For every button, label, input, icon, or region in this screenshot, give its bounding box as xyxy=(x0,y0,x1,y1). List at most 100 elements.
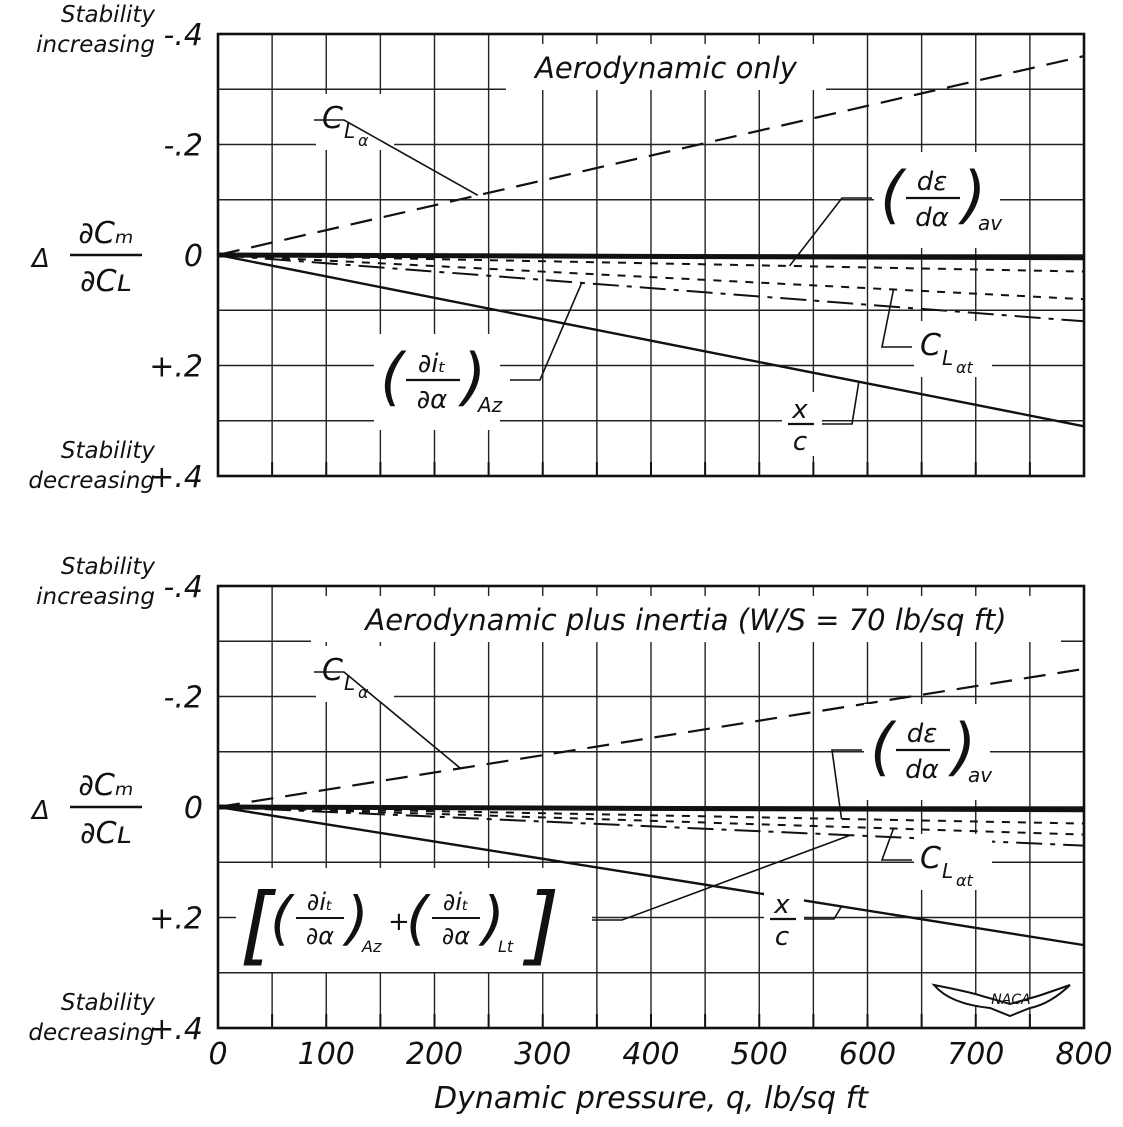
x-tick-label: 200 xyxy=(406,1037,463,1072)
y-tick-label: 0 xyxy=(184,791,203,826)
leader-line xyxy=(822,381,860,425)
y-label-denominator: ∂Cʟ xyxy=(80,264,132,299)
y-bottom-note: Stability xyxy=(61,438,156,464)
leader-line xyxy=(314,671,461,769)
label-subscript: L xyxy=(344,671,355,695)
y-label-delta: Δ xyxy=(30,244,50,274)
label-paren: ) xyxy=(478,884,505,952)
label-symbol: C xyxy=(920,328,941,363)
y-label-numerator: ∂Cₘ xyxy=(78,216,133,251)
curve-label: (∂it/∂α)Az(∂iₜ∂α)Az xyxy=(374,282,583,430)
y-tick-label: -.4 xyxy=(164,18,203,53)
leader-line xyxy=(880,828,912,861)
label-background xyxy=(914,321,992,377)
y-tick-label: -.4 xyxy=(164,570,203,605)
y-bottom-note: Stability xyxy=(61,990,156,1016)
label-subscript: L xyxy=(942,346,953,370)
label-paren: ) xyxy=(958,158,986,231)
chart-title: Aerodynamic plus inertia (W/S = 70 lb/sq… xyxy=(311,596,1061,642)
y-tick-label: +.2 xyxy=(149,902,203,937)
y-tick-label: +.4 xyxy=(149,1012,203,1047)
label-background xyxy=(316,646,394,702)
label-bracket: ] xyxy=(522,875,560,975)
x-tick-label: 400 xyxy=(622,1037,679,1072)
series-line-3 xyxy=(217,806,1085,836)
leader-line xyxy=(314,119,479,197)
label-denominator: ∂α xyxy=(442,922,470,950)
x-tick-label: 500 xyxy=(731,1037,788,1072)
label-paren: ( xyxy=(406,884,431,952)
series-line-4 xyxy=(217,254,1085,323)
y-top-note: Stability xyxy=(61,554,156,580)
curve-label: [(∂it/∂α)Az + (∂it/∂α)Lt][(∂iₜ∂α)Az+(∂iₜ… xyxy=(236,834,851,975)
x-tick-label: 800 xyxy=(1055,1037,1112,1072)
label-bracket: [ xyxy=(240,875,277,975)
y-tick-label: -.2 xyxy=(164,129,203,164)
label-denominator: ∂α xyxy=(417,385,448,415)
label-denominator: c xyxy=(793,427,807,457)
series-group xyxy=(217,667,1085,947)
label-denominator: c xyxy=(775,922,789,952)
label-symbol: C xyxy=(322,101,343,136)
series-line-6 xyxy=(217,252,1085,261)
naca-wings-logo: NACA xyxy=(931,983,1071,1018)
y-tick-label: +.4 xyxy=(149,460,203,495)
y-bottom-note: decreasing xyxy=(28,468,155,494)
label-subscript: α xyxy=(358,131,369,150)
label-symbol: C xyxy=(322,653,343,688)
y-label-denominator: ∂Cʟ xyxy=(80,816,132,851)
label-denominator: dα xyxy=(905,755,939,785)
series-line-5 xyxy=(217,805,1085,947)
chart-title-text: Aerodynamic only xyxy=(533,51,798,85)
label-numerator: x xyxy=(773,890,790,920)
series-line-3 xyxy=(217,254,1085,301)
y-top-note: Stability xyxy=(61,2,156,28)
label-numerator: x xyxy=(791,395,808,425)
chart-panel-2: Aerodynamic plus inertia (W/S = 70 lb/sq… xyxy=(28,554,1086,1047)
y-label-numerator: ∂Cₘ xyxy=(78,768,133,803)
chart-title-text: Aerodynamic plus inertia (W/S = 70 lb/sq… xyxy=(363,603,1006,637)
leader-line xyxy=(831,749,862,820)
curve-label: x/cxc xyxy=(770,890,843,952)
label-background xyxy=(914,834,992,890)
leader-line xyxy=(592,834,851,921)
label-subscript: α xyxy=(358,683,369,702)
y-tick-label: -.2 xyxy=(164,681,203,716)
chart-panel-1: Aerodynamic only-.4-.20+.2+.4Stabilityin… xyxy=(28,2,1086,495)
x-tick-label: 700 xyxy=(947,1037,1004,1072)
label-denominator: dα xyxy=(915,203,949,233)
label-paren: ) xyxy=(458,340,486,413)
label-paren: ( xyxy=(870,710,897,783)
label-numerator: ∂iₜ xyxy=(307,888,333,916)
x-tick-label: 300 xyxy=(514,1037,571,1072)
label-subscript: L xyxy=(942,859,953,883)
y-axis-label: Δ ∂Cm/∂CLΔ∂Cₘ∂Cʟ xyxy=(30,216,142,299)
y-axis: -.4-.20+.2+.4StabilityincreasingStabilit… xyxy=(28,2,203,495)
logo-text: NACA xyxy=(991,992,1030,1008)
label-numerator: dε xyxy=(917,167,948,197)
curve-label: x/cxc xyxy=(782,381,860,457)
label-paren: ( xyxy=(880,158,907,231)
series-line-5 xyxy=(217,253,1085,428)
label-numerator: ∂iₜ xyxy=(418,349,446,379)
leader-line xyxy=(804,906,843,920)
label-background xyxy=(236,868,592,972)
x-tick-label: 100 xyxy=(298,1037,355,1072)
label-subscript: Az xyxy=(476,393,503,417)
label-denominator: ∂α xyxy=(306,922,334,950)
x-tick-label: 0 xyxy=(208,1037,227,1072)
title-background xyxy=(506,44,826,90)
logo-wings xyxy=(931,983,1071,1018)
label-subscript: av xyxy=(968,763,993,787)
y-top-note: increasing xyxy=(36,584,155,610)
label-subscript: L xyxy=(344,119,355,143)
leader-line xyxy=(881,289,912,348)
y-label-delta: Δ xyxy=(30,796,50,826)
